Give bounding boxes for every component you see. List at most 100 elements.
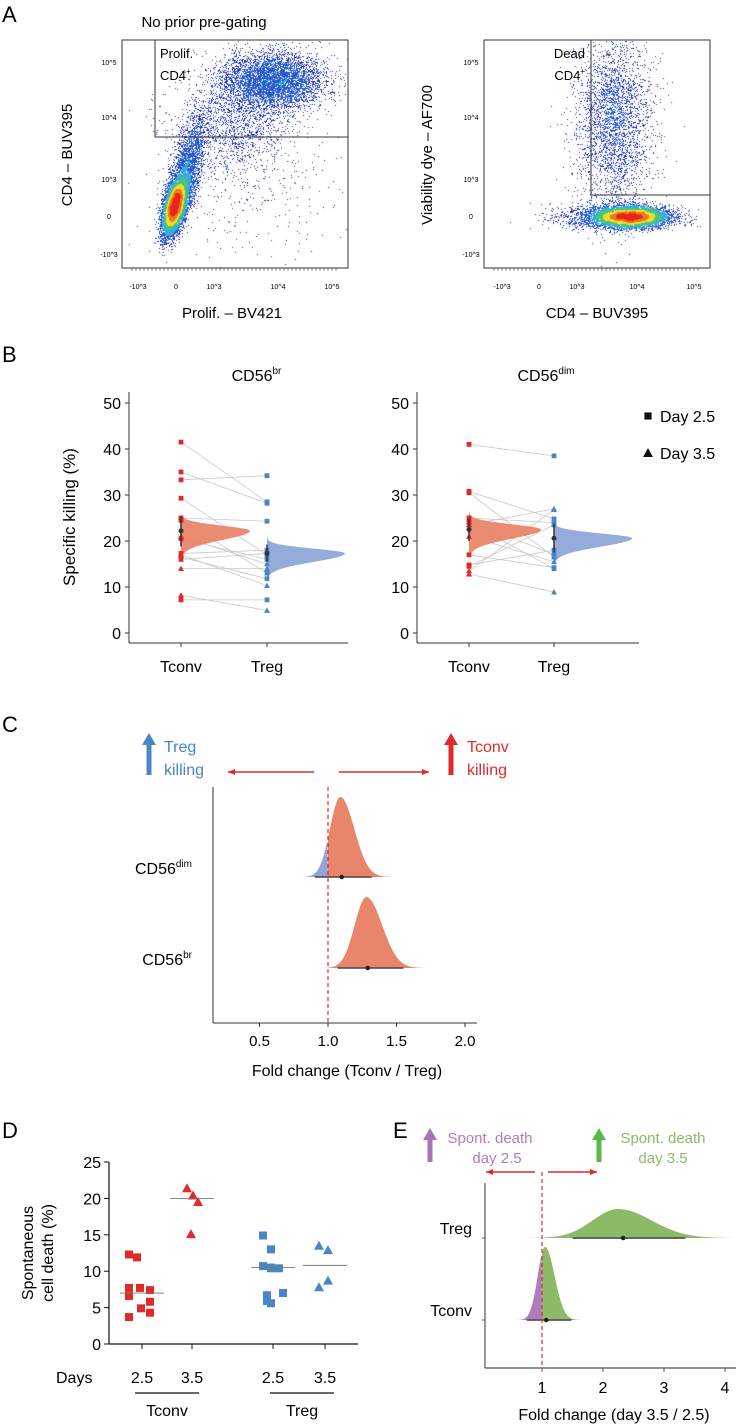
right-direction-arrow-head: [422, 769, 429, 775]
left-direction-arrow-head: [228, 769, 235, 775]
tconv-killing-label-2: killing: [467, 762, 507, 779]
pair-line: [180, 549, 268, 554]
panel-letter-e: E: [393, 1118, 408, 1143]
x-tick-label: 0: [537, 284, 541, 291]
flow-plot-frame-0: [121, 39, 349, 269]
square-marker: [267, 1264, 275, 1273]
square-marker: [125, 1283, 133, 1292]
gate-label-line1: Prolif.: [160, 46, 193, 61]
y-tick-label: 10^4: [464, 115, 479, 122]
x-tick-label: 10^3: [207, 284, 222, 291]
pair-line: [180, 594, 268, 611]
legend-day-2-5: Day 2.5: [660, 409, 715, 426]
row-label: Tconv: [430, 1303, 472, 1320]
gate-0: [154, 40, 348, 138]
x-tick-label: Tconv: [160, 659, 202, 676]
square-marker: [264, 500, 270, 506]
density-above-1: [542, 1247, 597, 1320]
y-tick-label: 50: [103, 396, 121, 413]
triangle-marker: [178, 565, 184, 571]
y-tick-label: 50: [391, 396, 409, 413]
y-tick-label: 5: [92, 1301, 101, 1318]
days-label: Days: [56, 1370, 92, 1387]
triangle-marker: [188, 1190, 198, 1200]
treg-mean-point: [264, 550, 270, 556]
triangle-marker: [264, 565, 270, 571]
treg-killing-label-2: killing: [164, 762, 204, 779]
square-marker: [279, 1289, 287, 1298]
legend-day-3-5: Day 3.5: [660, 446, 715, 463]
y-axis-title-line1: Spontaneous: [20, 1206, 37, 1300]
square-marker: [466, 563, 472, 569]
square-marker: [178, 495, 184, 501]
panel-a-title: No prior pre-gating: [141, 14, 266, 31]
treg-mean-point: [551, 535, 557, 541]
day25-label-2: day 2.5: [472, 1150, 521, 1167]
y-tick-label: 10^5: [464, 60, 479, 67]
x-tick-label: Treg: [538, 659, 570, 676]
x-tick-label: 0.5: [249, 1033, 270, 1050]
panel-letter-c: C: [2, 712, 18, 737]
x-tick-label: 10^5: [687, 284, 702, 291]
square-marker: [264, 570, 270, 576]
day-tick-label: 2.5: [131, 1370, 153, 1387]
triangle-marker: [314, 1240, 324, 1250]
triangle-marker: [314, 1282, 324, 1292]
y-tick-label: 0: [107, 214, 111, 221]
square-marker: [267, 1299, 275, 1308]
day-tick-label: 3.5: [181, 1370, 203, 1387]
treg-killing-label-1: Treg: [164, 739, 196, 756]
triangle-marker: [264, 607, 270, 613]
y-tick-label: 0: [112, 626, 121, 643]
x-tick-label: Tconv: [448, 659, 490, 676]
gate-label-line1: Dead: [554, 46, 585, 61]
pair-line: [468, 444, 555, 457]
triangle-marker: [551, 506, 557, 513]
triangle-marker: [186, 1229, 196, 1239]
y-tick-label: 10^3: [464, 177, 479, 184]
tconv-posterior-density: [469, 500, 541, 559]
y-tick-label: 0: [92, 1337, 101, 1354]
density-above-1: [328, 897, 460, 968]
pair-line: [180, 556, 268, 580]
square-marker: [264, 518, 270, 524]
treg-killing-arrow-head: [142, 733, 156, 745]
day35-label-1: Spont. death: [620, 1130, 705, 1147]
density-below-1: [508, 1254, 542, 1320]
y-axis-title: CD4 – BUV395: [59, 104, 76, 207]
y-tick-label: 10^4: [102, 115, 117, 122]
square-marker: [466, 442, 472, 447]
panel-letter-d: D: [2, 1118, 18, 1143]
x-tick-label: 4: [721, 1380, 730, 1397]
row-label: Treg: [440, 1221, 472, 1238]
triangle-marker: [182, 1183, 192, 1193]
square-marker: [466, 490, 472, 496]
square-marker: [178, 597, 184, 603]
y-tick-label: 20: [391, 534, 409, 551]
x-tick-label: 2: [599, 1380, 608, 1397]
square-marker: [125, 1291, 133, 1300]
triangle-marker: [643, 448, 653, 457]
x-tick-label: 0: [174, 284, 178, 291]
square-marker: [259, 1262, 267, 1271]
point-estimate: [339, 874, 345, 880]
pair-line: [180, 475, 268, 481]
group-label: Tconv: [146, 1403, 188, 1420]
x-tick-label: 1.5: [386, 1033, 407, 1050]
y-axis-title: Viability dye – AF700: [419, 85, 436, 225]
y-tick-label: 0: [469, 214, 473, 221]
treg-posterior-density: [554, 511, 632, 566]
y-axis-title-line2: cell death (%): [40, 1204, 57, 1302]
triangle-marker: [264, 582, 270, 589]
square-marker: [263, 1291, 271, 1300]
y-axis-title: Specific killing (%): [60, 448, 79, 586]
row-label: CD56br: [142, 950, 192, 969]
square-marker: [178, 469, 184, 475]
day25-arrow-head: [423, 1128, 437, 1140]
triangle-marker: [551, 589, 557, 595]
tconv-killing-label-1: Tconv: [467, 739, 509, 756]
square-marker: [178, 439, 184, 445]
y-tick-label: 10^5: [102, 60, 117, 67]
pair-line: [468, 517, 555, 523]
